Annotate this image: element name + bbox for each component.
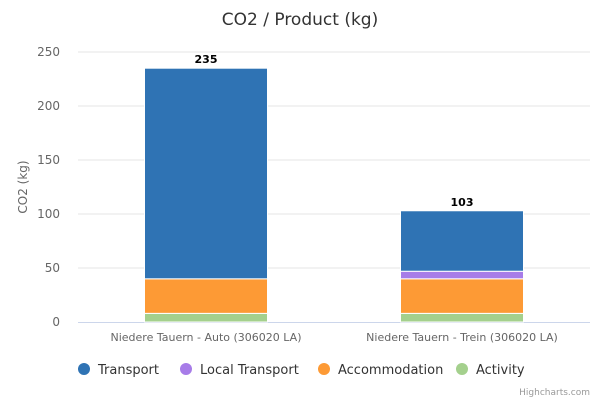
bar-segment-transport[interactable] [400,210,524,272]
bar-segment-local-transport[interactable] [400,270,524,280]
x-tick-label: Niedere Tauern - Auto (306020 LA) [110,331,301,344]
legend-symbol [78,363,90,375]
legend-item-activity[interactable]: Activity [456,363,525,378]
chart-title: CO2 / Product (kg) [222,10,378,30]
legend-label: Accommodation [338,363,443,378]
legend-item-accommodation[interactable]: Accommodation [318,363,443,378]
y-tick-label: 0 [52,315,60,329]
y-tick-label: 150 [37,153,60,167]
bar-segment-transport[interactable] [144,67,268,280]
bar-segment-accommodation[interactable] [144,278,268,314]
y-tick-label: 100 [37,207,60,221]
bar-segment-activity[interactable] [400,312,524,323]
legend-symbol [318,363,330,375]
y-tick-label: 50 [45,261,60,275]
total-label: 235 [195,53,218,66]
credits[interactable]: Highcharts.com [519,388,590,398]
legend-label: Transport [97,363,159,378]
y-tick-label: 250 [37,45,60,59]
bar-segment-accommodation[interactable] [400,278,524,314]
legend-symbol [180,363,192,375]
legend-item-local-transport[interactable]: Local Transport [180,363,299,378]
legend-label: Activity [476,363,525,378]
bar-segment-activity[interactable] [144,312,268,323]
total-label: 103 [451,196,474,209]
y-tick-label: 200 [37,99,60,113]
y-axis-label: CO2 (kg) [16,160,30,213]
legend-label: Local Transport [200,363,299,378]
legend-item-transport[interactable]: Transport [78,363,159,378]
legend-symbol [456,363,468,375]
x-tick-label: Niedere Tauern - Trein (306020 LA) [366,331,558,344]
